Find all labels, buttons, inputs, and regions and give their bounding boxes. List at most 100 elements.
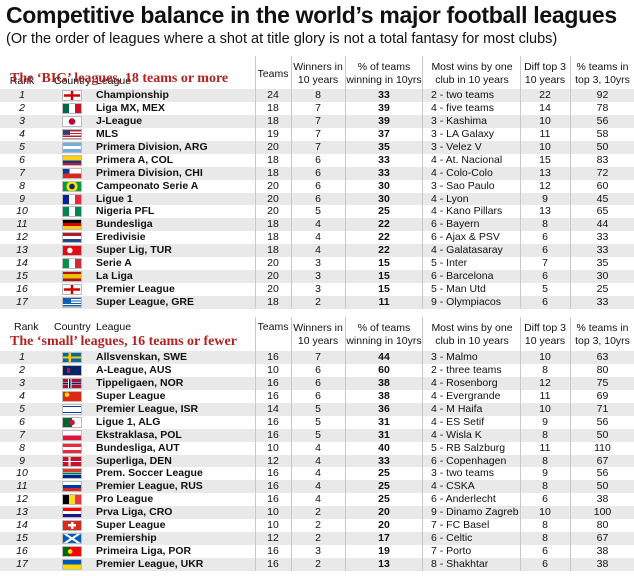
diff-cell: 12 — [539, 376, 551, 389]
flag-italy-icon — [62, 258, 82, 270]
teams-cell: 16 — [267, 389, 279, 402]
flag-austria-icon — [62, 442, 82, 454]
most-wins-cell: 3 - Velez V — [431, 140, 482, 153]
pct-cell: 19 — [378, 545, 390, 558]
diff-cell: 6 — [542, 244, 548, 257]
winners-cell: 6 — [315, 389, 321, 402]
most-wins-cell: 3 - two teams — [431, 467, 495, 480]
pct-header: % of teams winning in 10yrs — [346, 61, 422, 86]
top3-cell: 44 — [596, 218, 609, 231]
table-row: 16 Primeira Liga, POR 16 3 19 7 - Porto 6 38 — [0, 545, 634, 558]
table-row: 12 Pro League 16 4 25 6 - Anderlecht 6 38 — [0, 493, 634, 507]
top3-cell: 78 — [596, 101, 609, 114]
top3-cell: 33 — [596, 296, 609, 308]
top3-header: % teams in top 3, 10yrs — [575, 61, 630, 86]
pct-cell: 20 — [378, 519, 390, 532]
diff-cell: 13 — [539, 205, 551, 218]
league-cell: Primera Division, CHI — [96, 166, 203, 179]
pct-cell: 39 — [378, 101, 390, 114]
table-row: 17 Premier League, UKR 16 2 13 8 - Shakhtar 6 3… — [0, 558, 634, 571]
winners-cell: 5 — [315, 205, 321, 218]
big-leagues-table: 1 Championship 24 8 33 2 - two teams 22 92 2 Liga… — [0, 89, 634, 309]
league-cell: Super Lig, TUR — [96, 244, 172, 257]
pct-cell: 38 — [378, 376, 390, 389]
teams-cell: 16 — [267, 493, 279, 506]
top3-cell: 72 — [596, 166, 609, 179]
diff-cell: 8 — [542, 519, 548, 532]
top3-cell: 80 — [596, 519, 609, 532]
teams-cell: 10 — [267, 506, 279, 519]
diff-cell: 6 — [542, 231, 548, 244]
most-wins-cell: 3 - Malmo — [431, 351, 478, 363]
teams-cell: 12 — [267, 532, 279, 545]
flag-netherlands-icon — [62, 232, 82, 244]
rank-cell: 12 — [16, 231, 28, 244]
winners-cell: 4 — [315, 454, 321, 467]
table-row: 4 Super League 16 6 38 4 - Evergrande 11 69 — [0, 389, 634, 403]
diff-cell: 14 — [539, 101, 551, 114]
top3-cell: 56 — [596, 114, 609, 127]
table-row: 13 Super Lig, TUR 18 4 22 4 - Galatasaray 6 33 — [0, 244, 634, 258]
league-cell: Premier League — [96, 283, 175, 296]
winners-cell: 4 — [315, 493, 321, 506]
league-cell: Premier League, RUS — [96, 480, 203, 493]
rank-cell: 8 — [19, 441, 25, 454]
top3-cell: 58 — [596, 127, 609, 140]
pct-cell: 33 — [378, 166, 390, 179]
country-header: Country — [54, 75, 91, 87]
winners-cell: 7 — [315, 127, 321, 140]
most-wins-cell: 6 - Barcelona — [431, 270, 494, 283]
winners-cell: 2 — [315, 558, 321, 570]
flag-croatia-icon — [62, 507, 82, 519]
rank-cell: 9 — [19, 454, 25, 467]
winners-header: Winners in 10 years — [293, 61, 343, 86]
teams-cell: 18 — [267, 166, 279, 179]
top3-cell: 65 — [596, 205, 609, 218]
league-cell: Pro League — [96, 493, 154, 506]
diff-cell: 9 — [542, 467, 548, 480]
league-cell: Prem. Soccer League — [96, 467, 203, 480]
most-wins-cell: 4 - At. Nacional — [431, 153, 503, 166]
diff-cell: 11 — [539, 127, 551, 140]
top3-cell: 38 — [596, 545, 609, 558]
teams-cell: 16 — [267, 480, 279, 493]
diff-cell: 8 — [542, 428, 548, 441]
table-row: 8 Campeonato Serie A 20 6 30 3 - Sao Paulo 12 6… — [0, 179, 634, 193]
top3-cell: 33 — [596, 244, 609, 257]
teams-cell: 10 — [267, 363, 279, 376]
top3-cell: 83 — [596, 153, 609, 166]
top3-cell: 100 — [593, 506, 612, 519]
table-row: 1 Championship 24 8 33 2 - two teams 22 92 — [0, 89, 634, 102]
most-wins-cell: 4 - Wisla K — [431, 428, 482, 441]
pct-header: % of teams winning in 10yrs — [346, 322, 422, 347]
league-cell: Eredivisie — [96, 231, 146, 244]
league-cell: Super League — [96, 389, 166, 402]
winners-cell: 3 — [315, 283, 321, 296]
top3-cell: 33 — [596, 231, 609, 244]
top3-cell: 56 — [596, 415, 609, 428]
winners-cell: 6 — [315, 192, 321, 205]
rank-cell: 14 — [16, 519, 28, 532]
top3-cell: 75 — [596, 376, 609, 389]
flag-belgium-icon — [62, 494, 82, 506]
rank-cell: 13 — [16, 244, 28, 257]
most-wins-header: Most wins by one club in 10 years — [431, 322, 513, 347]
diff-cell: 6 — [542, 558, 548, 570]
diff-cell: 8 — [542, 454, 548, 467]
rank-cell: 17 — [16, 296, 28, 308]
teams-cell: 18 — [267, 153, 279, 166]
table-row: 16 Premier League 20 3 15 5 - Man Utd 5 25 — [0, 283, 634, 296]
winners-cell: 4 — [315, 231, 321, 244]
winners-cell: 4 — [315, 244, 321, 257]
diff-cell: 13 — [539, 166, 551, 179]
most-wins-cell: 6 - Ajax & PSV — [431, 231, 500, 244]
diff-cell: 10 — [539, 140, 551, 153]
top3-cell: 92 — [596, 89, 609, 101]
teams-cell: 16 — [267, 428, 279, 441]
table-row: 10 Nigeria PFL 20 5 25 4 - Kano Pillars 13 65 — [0, 205, 634, 219]
league-cell: Primeira Liga, POR — [96, 545, 192, 558]
rank-cell: 7 — [19, 166, 25, 179]
flag-australia-icon — [62, 364, 82, 376]
pct-cell: 30 — [378, 192, 390, 205]
most-wins-cell: 6 - Anderlecht — [431, 493, 496, 506]
